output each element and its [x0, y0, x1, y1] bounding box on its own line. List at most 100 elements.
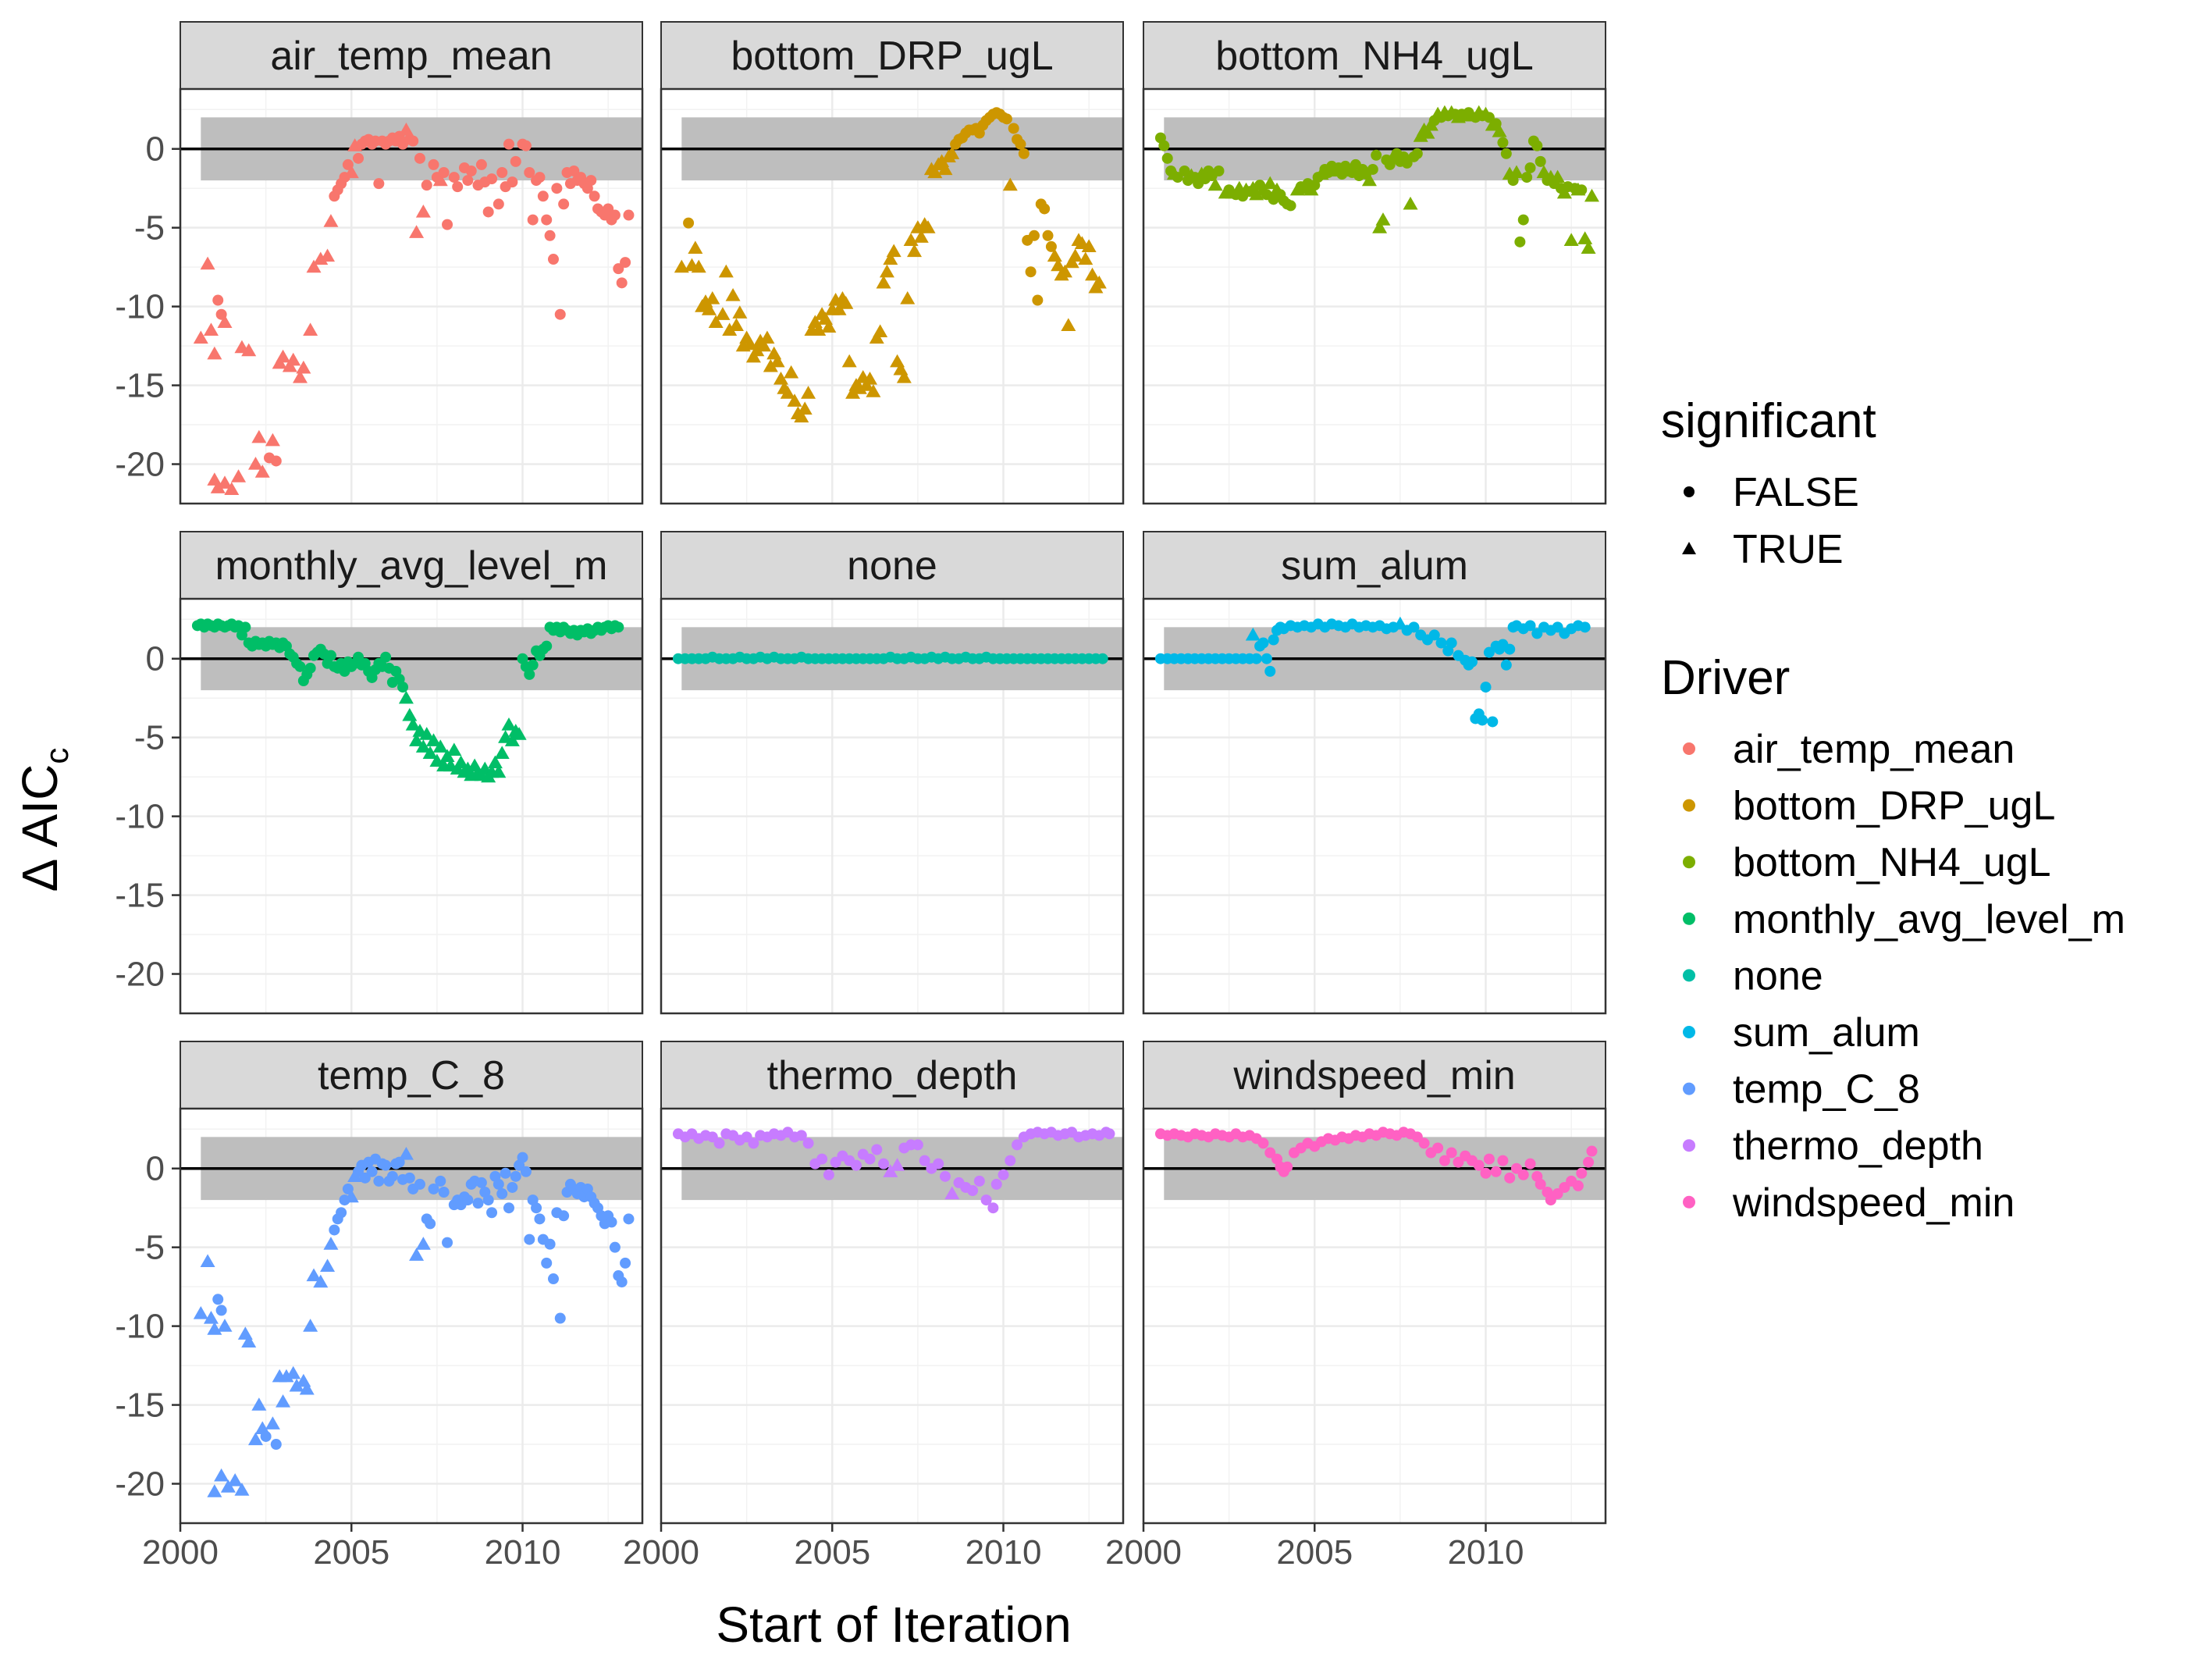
data-point-circle — [1408, 621, 1420, 633]
data-point-circle — [554, 308, 566, 320]
data-point-circle — [1097, 653, 1108, 664]
data-point-circle — [1446, 637, 1457, 649]
data-point-triangle — [1509, 165, 1524, 179]
panel-temp_C_8: temp_C_8 — [179, 1041, 644, 1525]
data-point-triangle — [841, 354, 857, 368]
data-point-circle — [475, 158, 487, 170]
data-point-triangle — [217, 475, 233, 489]
legend-key-driver — [1683, 1195, 1695, 1209]
data-point-circle — [990, 1178, 1002, 1190]
data-point-triangle — [794, 409, 809, 423]
data-point-triangle — [1085, 267, 1101, 281]
data-point-circle — [1535, 155, 1546, 167]
data-point-triangle — [320, 1258, 336, 1273]
data-point-circle — [987, 1202, 999, 1214]
data-point-triangle — [920, 220, 936, 233]
panel-air_temp_mean: air_temp_mean — [179, 21, 644, 505]
data-point-triangle — [491, 764, 507, 778]
data-point-circle — [438, 167, 450, 179]
data-point-triangle — [207, 1484, 222, 1497]
data-point-circle — [520, 1166, 532, 1177]
x-tick-label: 2010 — [485, 1533, 561, 1572]
data-point-triangle — [227, 1472, 243, 1486]
panel-sum_alum: sum_alum — [1142, 531, 1607, 1015]
data-point-circle — [1367, 163, 1378, 175]
data-point-circle — [1480, 682, 1492, 693]
data-point-circle — [397, 682, 409, 693]
data-point-circle — [493, 1178, 504, 1190]
data-point-circle — [414, 152, 425, 164]
data-point-triangle — [234, 1483, 250, 1496]
data-point-circle — [878, 1158, 890, 1169]
legend-label-driver: windspeed_min — [1732, 1180, 2015, 1226]
panel-strip-label: monthly_avg_level_m — [215, 543, 608, 589]
data-point-triangle — [1361, 173, 1377, 187]
data-point-triangle — [254, 465, 270, 478]
data-point-circle — [1432, 1142, 1444, 1154]
data-point-triangle — [688, 240, 703, 255]
data-point-circle — [524, 668, 535, 680]
data-point-triangle — [1536, 165, 1552, 179]
data-point-triangle — [415, 739, 431, 753]
data-point-circle — [486, 173, 498, 185]
panel-bottom_DRP_ugL: bottom_DRP_ugL — [660, 21, 1125, 505]
data-point-triangle — [405, 717, 421, 731]
data-point-triangle — [944, 146, 960, 159]
panel-strip-label: none — [847, 543, 937, 589]
data-point-triangle — [1403, 196, 1418, 210]
panel-strip — [180, 531, 643, 600]
data-point-circle — [713, 1137, 725, 1149]
data-point-circle — [871, 1144, 883, 1155]
y-tick-label: -20 — [115, 1465, 165, 1504]
data-point-triangle — [886, 244, 902, 258]
panel-strip-label: bottom_DRP_ugL — [731, 34, 1053, 79]
legend-label-driver: bottom_DRP_ugL — [1733, 784, 2055, 829]
data-point-triangle — [426, 733, 442, 746]
data-point-triangle — [759, 330, 775, 344]
panel-strip — [660, 531, 1124, 600]
data-point-triangle — [1207, 177, 1223, 191]
y-tick-label: -5 — [134, 719, 165, 757]
data-point-triangle — [422, 746, 438, 759]
data-point-triangle — [494, 746, 510, 759]
y-tick-label: -5 — [134, 209, 165, 247]
data-point-triangle — [323, 214, 339, 227]
data-point-triangle — [862, 371, 877, 385]
data-point-triangle — [276, 349, 291, 363]
legend-key-driver — [1683, 742, 1695, 755]
data-point-triangle — [306, 259, 322, 273]
data-point-circle — [620, 1257, 631, 1269]
data-point-triangle — [231, 469, 247, 482]
data-point-circle — [816, 1153, 828, 1165]
data-point-circle — [1480, 1167, 1492, 1179]
data-point-circle — [616, 277, 628, 289]
data-point-circle — [544, 1238, 556, 1250]
legend-key-driver — [1683, 969, 1695, 982]
data-point-circle — [482, 206, 494, 218]
panel-strip-label: thermo_depth — [767, 1053, 1018, 1098]
data-point-circle — [1418, 1137, 1430, 1149]
data-point-triangle — [1420, 126, 1435, 139]
data-point-triangle — [732, 305, 748, 319]
data-point-triangle — [251, 429, 267, 443]
data-point-circle — [980, 1194, 992, 1206]
data-point-triangle — [1002, 177, 1018, 191]
data-point-circle — [1524, 620, 1536, 632]
data-point-triangle — [1091, 275, 1107, 289]
data-point-triangle — [749, 343, 765, 357]
data-point-circle — [428, 1183, 439, 1194]
panel-strip-label: bottom_NH4_ugL — [1215, 34, 1534, 79]
data-point-triangle — [1078, 251, 1094, 265]
data-point-triangle — [419, 727, 435, 740]
data-point-triangle — [251, 1397, 267, 1411]
data-point-circle — [1008, 123, 1019, 134]
data-point-circle — [531, 1202, 542, 1214]
legend-shape-title: significant — [1661, 394, 1876, 448]
x-tick-label: 2000 — [142, 1533, 219, 1572]
data-point-circle — [1257, 1137, 1269, 1149]
y-tick-label: -15 — [115, 1387, 165, 1425]
y-tick-label: 0 — [146, 130, 165, 169]
data-point-triangle — [907, 244, 923, 258]
data-point-circle — [534, 172, 546, 183]
data-point-triangle — [1061, 318, 1076, 331]
